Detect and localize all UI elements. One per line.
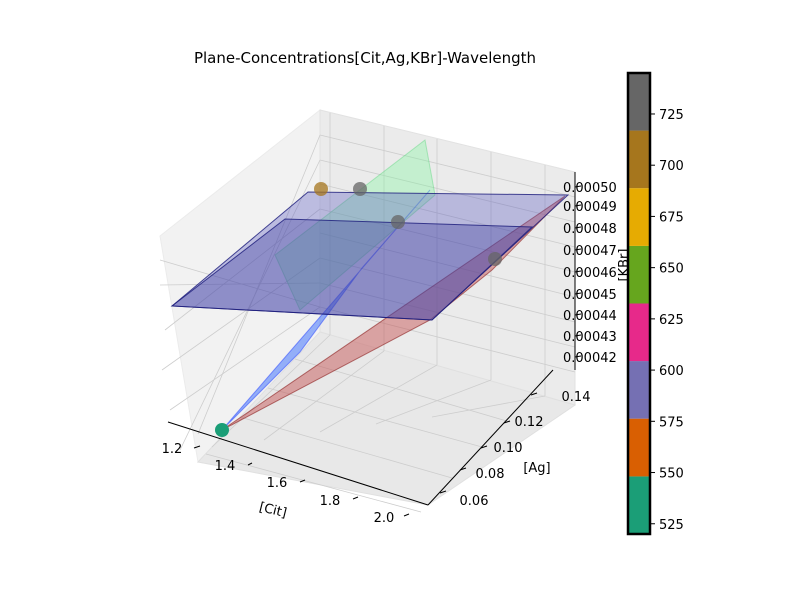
data-point [215,423,229,437]
x-tick-label: 1.8 [320,494,341,509]
z-tick-mark [574,185,582,188]
z-tick-mark [574,313,582,316]
x-tick-mark [247,462,253,466]
y-tick-mark [480,445,488,449]
z-tick-label: 0.00047 [563,244,617,259]
colorbar-tick-label: 700 [659,159,684,174]
y-tick-label: 0.08 [476,467,505,482]
x-axis-label: [Cit] [257,500,288,521]
colorbar-segment [628,245,650,304]
y-tick-label: 0.14 [562,390,591,405]
colorbar-tick-label: 600 [659,364,684,379]
x-axis-line [167,421,429,506]
z-tick-label: 0.00050 [563,181,617,196]
data-point [314,182,328,196]
z-tick-label: 0.00044 [563,309,617,324]
x-tick-label: 1.2 [162,442,183,457]
colorbar-segment [628,130,650,189]
colorbar-segment [628,476,650,534]
z-tick-label: 0.00045 [563,288,617,303]
z-tick-label: 0.00042 [563,351,617,366]
colorbar-tick-label: 725 [659,108,684,123]
colorbar-tick-label: 575 [659,415,684,430]
z-tick-label: 0.00049 [563,200,617,215]
x-tick-label: 1.6 [267,476,288,491]
y-axis-line [427,369,554,506]
data-point [488,252,502,266]
z-tick-mark [574,334,582,337]
red-surface [221,195,566,431]
grid [159,113,576,513]
colorbar-segment [628,303,650,362]
chart-title: Plane-Concentrations[Cit,Ag,KBr]-Wavelen… [194,49,536,67]
z-tick-mark [574,204,582,207]
green-surface [274,139,436,311]
z-tick-label: 0.00043 [563,330,617,345]
colorbar-tick-label: 650 [659,262,684,277]
z-tick-mark [574,226,582,229]
colorbar-segment [628,361,650,419]
colorbar-tick-label: 625 [659,313,684,328]
z-tick-mark [574,248,582,251]
colorbar-segment [628,188,650,246]
z-tick-mark [574,355,582,358]
y-tick-mark [530,392,538,396]
colorbar-frame [626,71,652,536]
z-tick-mark [574,292,582,295]
blue-surface [221,189,431,431]
y-tick-label: 0.10 [494,441,523,456]
z-tick-label: 0.00048 [563,222,617,237]
y-tick-label: 0.06 [460,494,489,509]
colorbar-tick-label: 525 [659,518,684,533]
colorbar-segment [628,418,650,477]
lower-plane [170,218,534,321]
y-axis-label: [Ag] [523,461,550,476]
data-point [353,182,367,196]
x-tick-mark [299,479,306,483]
x-tick-mark [352,496,359,500]
colorbar-tick-label: 675 [659,210,684,225]
x-tick-label: 1.4 [215,459,236,474]
y-tick-label: 0.12 [515,415,544,430]
z-tick-mark [574,270,582,273]
x-tick-label: 2.0 [374,511,395,526]
colorbar-segment [628,73,650,131]
y-tick-mark [503,420,511,424]
y-tick-mark [439,490,447,494]
x-tick-mark [193,445,201,449]
x-tick-mark [403,513,410,517]
y-tick-mark [459,467,467,471]
data-point [391,215,405,229]
colorbar-tick-label: 550 [659,467,684,482]
z-tick-label: 0.00046 [563,266,617,281]
